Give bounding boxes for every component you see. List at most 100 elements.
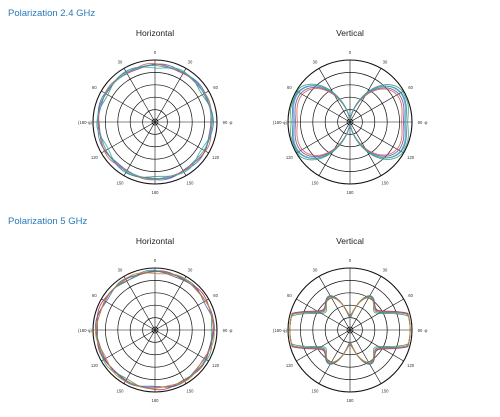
angle-tick-label: 180 <box>347 190 355 195</box>
angle-tick-label: 90 <box>223 120 228 125</box>
section-title-5ghz: Polarization 5 GHz <box>8 216 88 227</box>
series-line-2 <box>97 65 214 178</box>
angle-tick-label: (180-φ) <box>78 328 92 333</box>
polar-spoke <box>123 276 156 331</box>
angle-tick-label: 30 <box>383 267 388 272</box>
plot-title-vertical-2-4ghz: Vertical <box>336 28 364 38</box>
angle-tick-label: (180-φ) <box>273 120 287 125</box>
polar-spoke <box>154 276 187 331</box>
series-line-0 <box>96 270 214 391</box>
polar-spoke <box>349 329 382 384</box>
polar-spoke <box>101 329 156 362</box>
polar-plot-vertical-2-4ghz: 0 30 60 90 120 150 180 150 120 (180-φ) 60 30 φ <box>273 50 428 195</box>
angle-tick-label: 60 <box>287 85 292 90</box>
angle-tick-label: 60 <box>213 85 218 90</box>
angle-tick-label: 150 <box>382 181 390 186</box>
plot-title-horizontal-2-4ghz: Horizontal <box>135 28 175 38</box>
polar-spoke <box>154 329 187 384</box>
series-line-4 <box>96 66 213 180</box>
series-line-1 <box>95 271 215 388</box>
angle-tick-label: 120 <box>407 155 415 160</box>
polar-spoke <box>154 121 187 176</box>
angle-tick-label: 60 <box>213 293 218 298</box>
angle-tick-label: 90 <box>223 328 228 333</box>
polar-spoke <box>296 329 351 362</box>
series-line-1 <box>289 295 411 365</box>
angle-tick-label: 30 <box>188 267 193 272</box>
angle-tick-label: 30 <box>383 59 388 64</box>
angle-tick-label: 30 <box>118 267 123 272</box>
polar-spoke <box>154 68 187 123</box>
angle-tick-label: 150 <box>382 389 390 394</box>
series-line-3 <box>98 62 212 181</box>
angle-tick-label: 150 <box>187 389 195 394</box>
polar-spoke <box>318 329 351 384</box>
plot-title-vertical-5ghz: Vertical <box>336 236 364 246</box>
polar-spoke <box>296 298 351 331</box>
polar-spoke <box>349 329 404 362</box>
series-line-4 <box>293 85 406 159</box>
angle-tick-label: 30 <box>313 59 318 64</box>
plot-title-horizontal-5ghz: Horizontal <box>135 236 175 246</box>
angle-tick-label: 0 <box>349 50 352 55</box>
polar-spoke <box>154 121 209 154</box>
polar-spoke <box>123 121 156 176</box>
angle-tick-label: (180-φ) <box>78 120 92 125</box>
angle-tick-label: 120 <box>286 155 294 160</box>
polar-plot-horizontal-2-4ghz: 0 30 60 90 120 150 180 150 120 (180-φ) 60 30 φ <box>78 50 233 195</box>
angle-tick-label: 30 <box>188 59 193 64</box>
angle-tick-label: 120 <box>212 155 220 160</box>
polar-plot-horizontal-5ghz: 0 30 60 90 120 150 180 150 120 (180-φ) 60 30 φ <box>78 258 233 403</box>
polar-spoke <box>123 68 156 123</box>
angle-tick-label: 180 <box>347 398 355 403</box>
polar-spoke <box>349 90 404 123</box>
angle-tick-label: 60 <box>92 85 97 90</box>
angle-tick-label: 150 <box>312 389 320 394</box>
angle-tick-label: 30 <box>118 59 123 64</box>
polar-spoke <box>296 121 351 154</box>
polar-spoke <box>101 121 156 154</box>
polar-spoke <box>296 90 351 123</box>
angle-axis-label: φ <box>230 328 233 333</box>
polar-spoke <box>123 329 156 384</box>
angle-axis-label: φ <box>230 120 233 125</box>
angle-tick-label: 150 <box>117 389 125 394</box>
angle-tick-label: (180-φ) <box>273 328 287 333</box>
angle-tick-label: 120 <box>91 363 99 368</box>
polar-plot-vertical-5ghz: 0 30 60 90 120 150 180 150 120 (180-φ) 60 30 φ <box>273 258 428 403</box>
angle-tick-label: 30 <box>313 267 318 272</box>
polar-spoke <box>101 90 156 123</box>
series-line-4 <box>289 297 411 363</box>
polar-spoke <box>154 298 209 331</box>
angle-tick-label: 60 <box>408 293 413 298</box>
angle-tick-label: 120 <box>286 363 294 368</box>
angle-tick-label: 180 <box>152 398 160 403</box>
angle-tick-label: 90 <box>418 328 423 333</box>
angle-axis-label: φ <box>425 120 428 125</box>
angle-tick-label: 180 <box>152 190 160 195</box>
angle-tick-label: 120 <box>407 363 415 368</box>
angle-axis-label: φ <box>425 328 428 333</box>
angle-tick-label: 0 <box>154 50 157 55</box>
angle-tick-label: 120 <box>91 155 99 160</box>
angle-tick-label: 150 <box>117 181 125 186</box>
angle-tick-label: 60 <box>408 85 413 90</box>
series-line-2 <box>289 297 411 363</box>
series-line-1 <box>98 63 212 180</box>
polar-spoke <box>318 276 351 331</box>
section-title-2-4ghz: Polarization 2.4 GHz <box>8 8 96 19</box>
polar-spoke <box>101 298 156 331</box>
angle-tick-label: 60 <box>287 293 292 298</box>
angle-tick-label: 0 <box>349 258 352 263</box>
angle-tick-label: 90 <box>418 120 423 125</box>
angle-tick-label: 150 <box>187 181 195 186</box>
series-line-3 <box>289 296 411 364</box>
angle-tick-label: 60 <box>92 293 97 298</box>
polar-spoke <box>349 121 404 154</box>
polar-spoke <box>349 298 404 331</box>
angle-tick-label: 150 <box>312 181 320 186</box>
angle-tick-label: 0 <box>154 258 157 263</box>
series-line-4 <box>95 272 215 389</box>
polar-spoke <box>154 90 209 123</box>
polar-spoke <box>349 276 382 331</box>
